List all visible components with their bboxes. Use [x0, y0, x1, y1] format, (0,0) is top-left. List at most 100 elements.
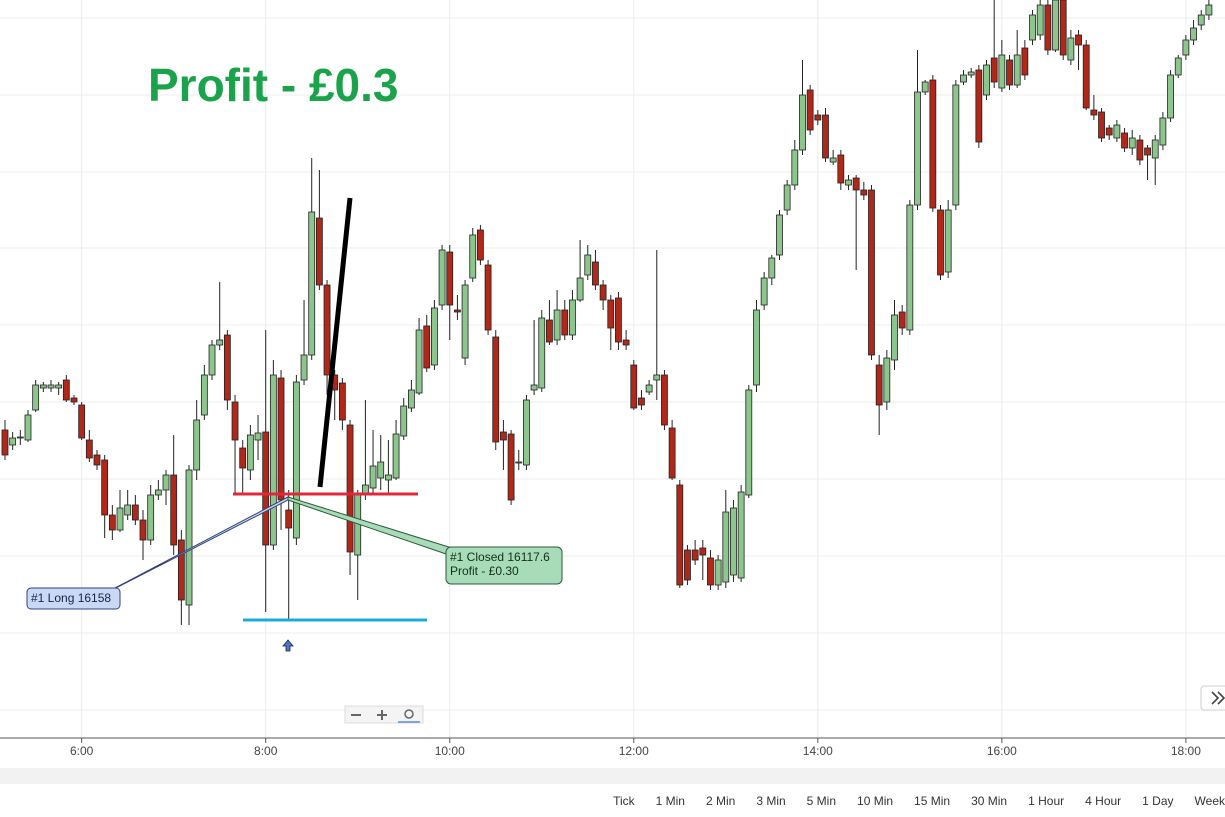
candle-body [1121, 132, 1128, 149]
candle-body [561, 309, 569, 336]
candle-body [1067, 37, 1075, 61]
timeframe-button[interactable]: Week [1194, 793, 1225, 808]
x-tick-label: 12:00 [619, 744, 649, 758]
timeframe-button[interactable]: 4 Hour [1085, 793, 1122, 808]
exit-box [445, 546, 563, 585]
candle-body [139, 519, 147, 541]
candle-body [737, 491, 745, 579]
candle-body [1021, 47, 1029, 76]
candle-body [638, 397, 645, 406]
timeframe-button[interactable]: 5 Min [806, 793, 837, 808]
candle-body [147, 494, 155, 541]
candle-body [85, 439, 93, 459]
candle-body [469, 234, 477, 279]
candle-body [584, 254, 592, 276]
candle-body [277, 377, 285, 501]
candle-body [1136, 139, 1144, 161]
candle-body [898, 311, 906, 329]
timeframe-button[interactable]: Tick [613, 793, 635, 808]
candle-body [875, 364, 883, 406]
candle-body [1205, 4, 1213, 16]
timeframe-button[interactable]: 3 Min [756, 793, 786, 808]
x-tick-label: 16:00 [987, 744, 1017, 758]
candle-body [1167, 74, 1174, 119]
scroll-right-button[interactable] [1200, 685, 1225, 711]
candle-body [108, 514, 116, 531]
candle-body [300, 354, 308, 381]
scroll-band [0, 768, 1225, 784]
candle-body [645, 384, 653, 393]
candle-body [9, 437, 17, 446]
candle-body [868, 189, 875, 356]
candle-body [653, 374, 661, 381]
candle-body [369, 465, 377, 489]
candle-body [630, 364, 638, 409]
candle-body [384, 474, 392, 481]
candle-body [431, 307, 438, 366]
candle-body [515, 461, 523, 464]
candle-body [346, 424, 354, 553]
timeframe-button[interactable]: 1 Hour [1028, 793, 1065, 808]
timeframe-button[interactable]: 1 Min [655, 793, 685, 808]
timeframe-button[interactable]: 1 Day [1142, 793, 1174, 808]
candle-body [438, 249, 446, 306]
candle-body [799, 94, 806, 151]
timeframe-button[interactable]: 2 Min [705, 793, 736, 808]
scroll-right[interactable] [1200, 685, 1225, 711]
candle-body [78, 404, 86, 439]
timeframe-button[interactable]: 15 Min [914, 793, 951, 808]
candle-body [1151, 139, 1159, 159]
candle-body [446, 251, 454, 306]
candle-body [32, 384, 40, 411]
trade-marker [282, 639, 294, 652]
candle-body [116, 507, 124, 531]
candle-body [569, 299, 576, 336]
candle-body [753, 309, 760, 386]
entry-label: #1 Long 16158 [31, 591, 111, 605]
candle-body [845, 179, 852, 186]
timeframe-button[interactable]: 30 Min [971, 793, 1008, 808]
zoom-reset[interactable] [404, 709, 414, 719]
timeframe-button[interactable]: 10 Min [857, 793, 894, 808]
exit-profit: Profit - £0.30 [450, 564, 519, 578]
candle-body [477, 229, 484, 261]
candle-body [607, 299, 615, 329]
candle-body [16, 436, 24, 439]
candle-body [285, 509, 293, 529]
scroll-right-icon [1211, 691, 1225, 705]
candle-body [952, 84, 960, 206]
chart: 6:00 8:00 10:00 12:00 14:00 16:00 18:00 Profit… [0, 0, 1225, 784]
candle-body [24, 414, 32, 441]
candle-body [707, 557, 714, 586]
candle-body [162, 474, 170, 491]
zoom-controls[interactable] [344, 705, 424, 724]
candle-body [883, 357, 891, 403]
candle-body [576, 277, 584, 301]
candle-body [852, 177, 860, 191]
candle-body [216, 339, 224, 346]
exit-label: #1 Closed 16117.6 [450, 550, 550, 564]
candle-body [239, 447, 247, 469]
candle-body [223, 334, 231, 401]
candle-body [1090, 109, 1098, 116]
candle-body [730, 507, 737, 576]
candle-body [783, 184, 791, 211]
candle-body [1052, 0, 1059, 51]
candle-body [1075, 34, 1082, 46]
x-tick-label: 18:00 [1171, 744, 1201, 758]
candle-body [1174, 57, 1182, 76]
candle-body [1098, 111, 1105, 139]
candle-body [546, 319, 553, 343]
trend-line [317, 197, 353, 488]
candle-body [661, 374, 668, 426]
timeframe-bar: Tick 1 Min 2 Min 3 Min 5 Min 10 Min 15 Min 30 M… [0, 784, 1225, 817]
candle-body [937, 209, 944, 276]
candles [1, 0, 1213, 625]
candle-body [530, 384, 538, 391]
candle-body [768, 257, 776, 279]
candle-body [1, 429, 9, 456]
candle-body [1029, 14, 1036, 41]
candle-body [523, 399, 530, 466]
x-tick-label: 14:00 [803, 744, 833, 758]
